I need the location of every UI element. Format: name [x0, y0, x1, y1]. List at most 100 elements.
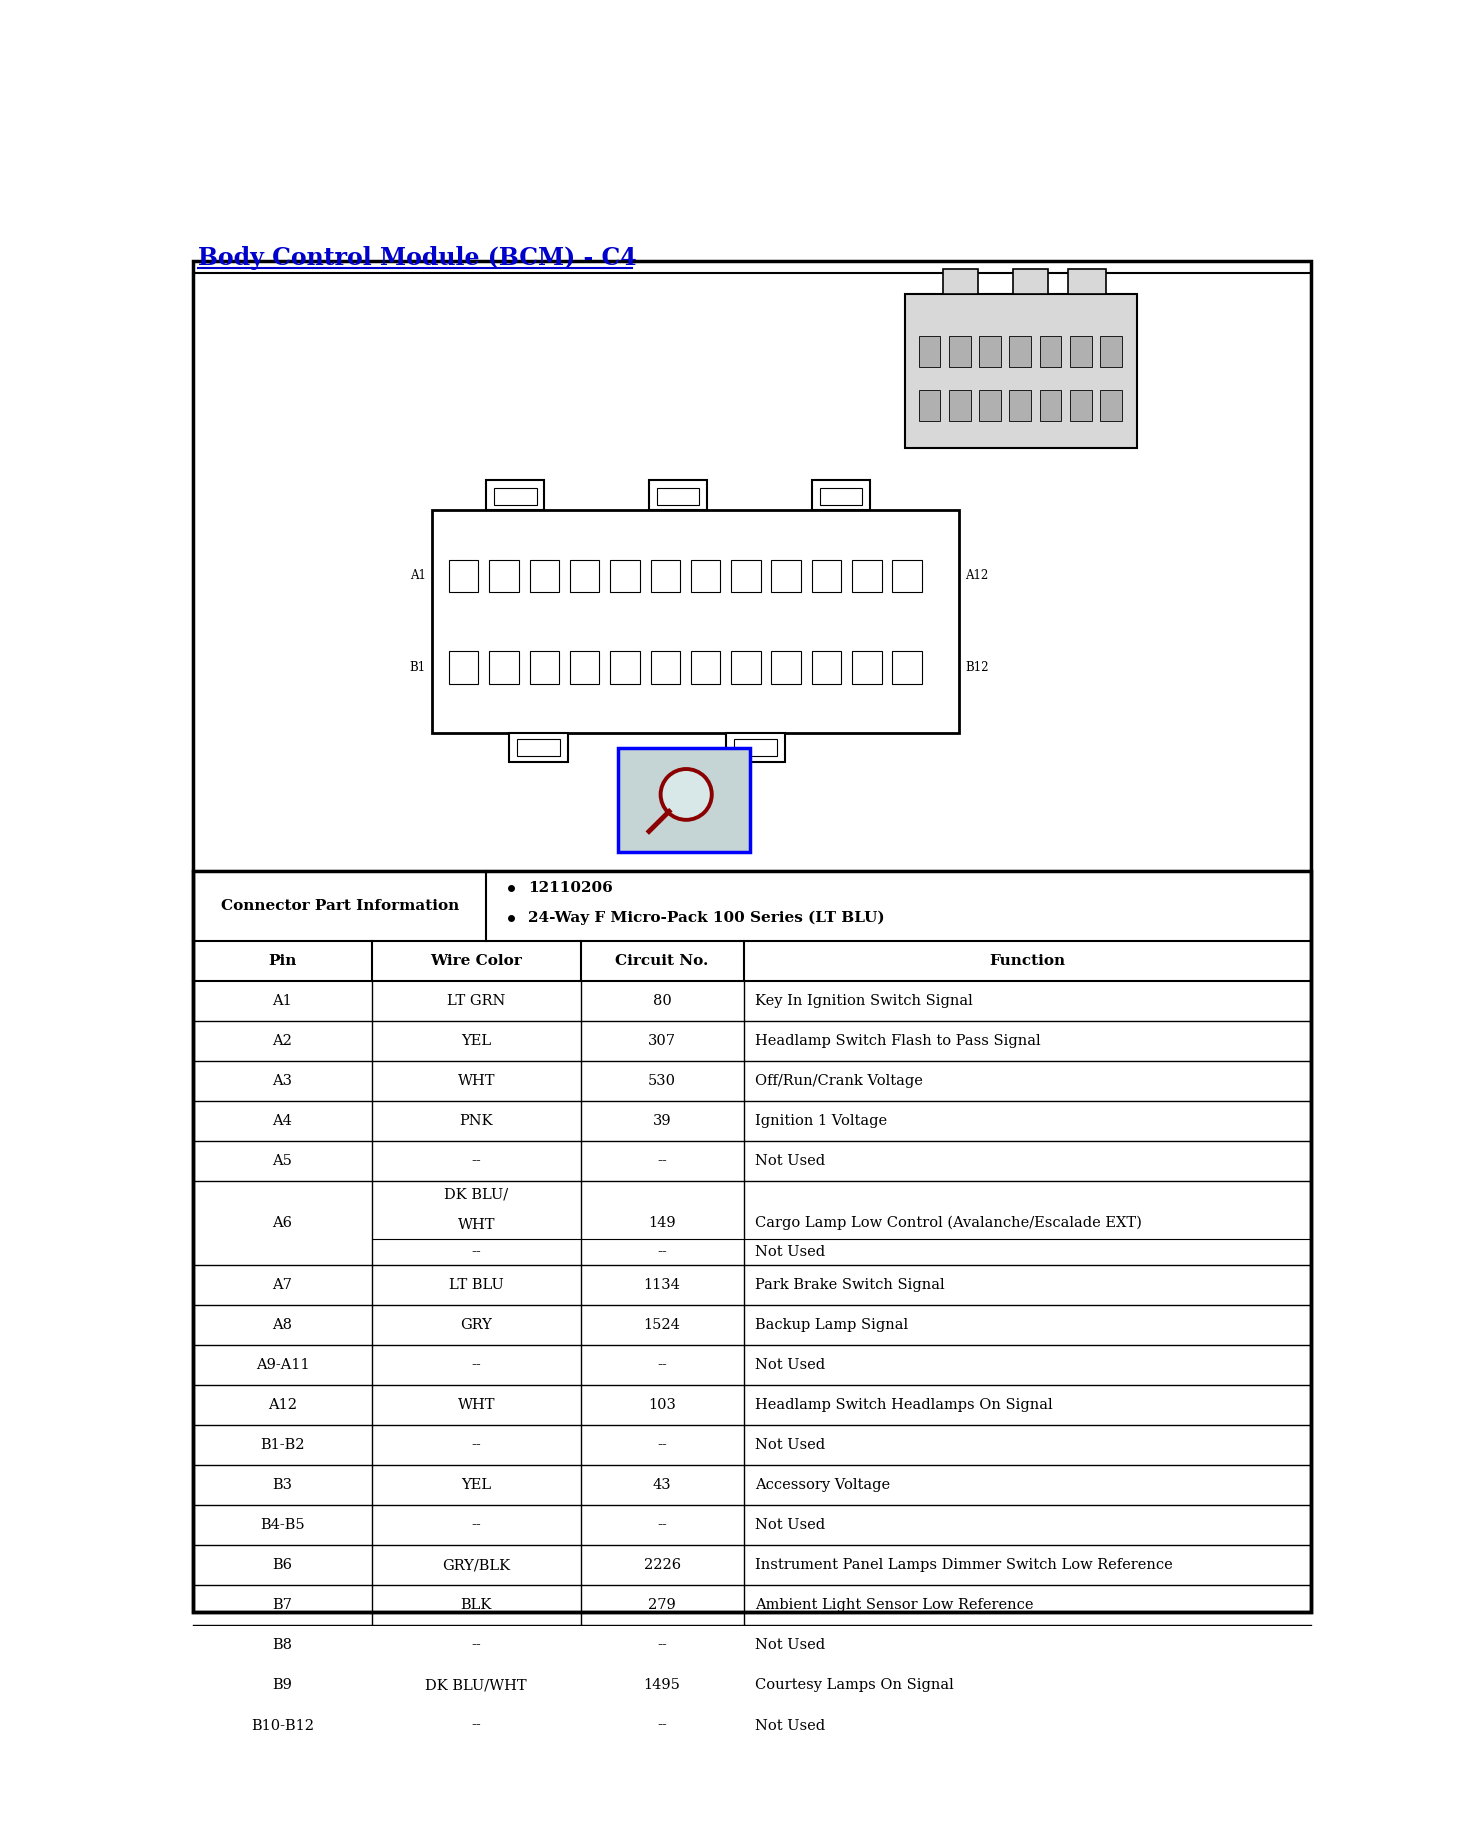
Text: Headlamp Switch Flash to Pass Signal: Headlamp Switch Flash to Pass Signal — [755, 1034, 1041, 1049]
Text: B10-B12: B10-B12 — [250, 1719, 314, 1732]
Text: A6: A6 — [272, 1217, 293, 1230]
Bar — [919, 391, 941, 420]
Bar — [1010, 336, 1030, 367]
Text: --: -- — [471, 1244, 481, 1259]
Text: 1524: 1524 — [643, 1317, 680, 1332]
Text: Connector Part Information: Connector Part Information — [221, 899, 459, 914]
Text: B9: B9 — [272, 1679, 293, 1692]
Bar — [431, 510, 958, 733]
Text: Headlamp Switch Headlamps On Signal: Headlamp Switch Headlamps On Signal — [755, 1398, 1052, 1412]
Bar — [618, 749, 749, 851]
Bar — [979, 336, 1001, 367]
Bar — [820, 488, 863, 504]
Text: 43: 43 — [654, 1478, 671, 1493]
Bar — [852, 652, 882, 683]
Text: 149: 149 — [648, 1217, 676, 1230]
Text: A9-A11: A9-A11 — [256, 1357, 309, 1372]
Text: B7: B7 — [272, 1599, 293, 1613]
Text: Circuit No.: Circuit No. — [615, 954, 710, 968]
Bar — [1013, 269, 1048, 294]
Text: A12: A12 — [966, 570, 989, 583]
Text: B8: B8 — [272, 1639, 293, 1652]
Text: Body Control Module (BCM) - C4: Body Control Module (BCM) - C4 — [197, 247, 637, 270]
Text: Not Used: Not Used — [755, 1155, 826, 1167]
Bar — [570, 652, 599, 683]
Text: Not Used: Not Used — [755, 1719, 826, 1732]
Text: GRY: GRY — [461, 1317, 492, 1332]
Text: 1495: 1495 — [643, 1679, 680, 1692]
Text: A8: A8 — [272, 1317, 293, 1332]
Text: Key In Ignition Switch Signal: Key In Ignition Switch Signal — [755, 994, 973, 1009]
Bar — [651, 652, 680, 683]
Bar — [611, 652, 640, 683]
Text: A4: A4 — [272, 1114, 293, 1127]
Text: --: -- — [658, 1357, 667, 1372]
Text: A2: A2 — [272, 1034, 293, 1049]
Bar — [570, 559, 599, 592]
Text: Cargo Lamp Low Control (Avalanche/Escalade EXT): Cargo Lamp Low Control (Avalanche/Escala… — [755, 1215, 1142, 1230]
Bar — [657, 488, 699, 504]
Bar — [892, 652, 921, 683]
Text: PNK: PNK — [459, 1114, 493, 1127]
Bar — [193, 871, 1312, 1611]
Bar — [509, 733, 568, 762]
Text: Backup Lamp Signal: Backup Lamp Signal — [755, 1317, 908, 1332]
Text: Instrument Panel Lamps Dimmer Switch Low Reference: Instrument Panel Lamps Dimmer Switch Low… — [755, 1558, 1173, 1573]
Text: Park Brake Switch Signal: Park Brake Switch Signal — [755, 1279, 945, 1292]
Text: Function: Function — [989, 954, 1066, 968]
Bar — [530, 559, 559, 592]
Text: DK BLU/WHT: DK BLU/WHT — [425, 1679, 527, 1692]
Text: A1: A1 — [272, 994, 293, 1009]
Text: 80: 80 — [652, 994, 671, 1009]
Text: B6: B6 — [272, 1558, 293, 1573]
Text: WHT: WHT — [458, 1219, 495, 1233]
Text: --: -- — [658, 1438, 667, 1452]
Text: --: -- — [471, 1639, 481, 1652]
Text: Not Used: Not Used — [755, 1438, 826, 1452]
Bar — [1067, 269, 1107, 294]
Bar — [1070, 391, 1092, 420]
Text: WHT: WHT — [458, 1074, 495, 1087]
Bar — [489, 652, 518, 683]
Bar — [771, 559, 801, 592]
Text: 39: 39 — [654, 1114, 671, 1127]
Text: Wire Color: Wire Color — [430, 954, 523, 968]
Bar — [1039, 391, 1061, 420]
Text: B1: B1 — [409, 661, 425, 674]
Text: DK BLU/: DK BLU/ — [445, 1188, 508, 1202]
Bar — [979, 391, 1001, 420]
Bar — [1100, 391, 1122, 420]
Bar — [486, 481, 545, 510]
Text: --: -- — [471, 1357, 481, 1372]
Text: 103: 103 — [648, 1398, 676, 1412]
Bar — [949, 391, 970, 420]
Bar — [811, 481, 870, 510]
Bar — [489, 559, 518, 592]
Circle shape — [661, 769, 712, 820]
Text: --: -- — [471, 1438, 481, 1452]
Text: YEL: YEL — [461, 1034, 492, 1049]
Text: 1134: 1134 — [643, 1279, 680, 1292]
Text: B3: B3 — [272, 1478, 293, 1493]
Text: --: -- — [471, 1155, 481, 1167]
Text: 307: 307 — [648, 1034, 676, 1049]
Bar — [732, 652, 761, 683]
Text: Not Used: Not Used — [755, 1518, 826, 1533]
Bar — [735, 738, 777, 756]
Bar — [811, 652, 841, 683]
Text: Off/Run/Crank Voltage: Off/Run/Crank Voltage — [755, 1074, 923, 1087]
Bar — [771, 652, 801, 683]
Text: GRY/BLK: GRY/BLK — [442, 1558, 511, 1573]
Text: B1-B2: B1-B2 — [261, 1438, 305, 1452]
Bar — [495, 488, 537, 504]
Text: 279: 279 — [648, 1599, 676, 1613]
Bar — [1039, 336, 1061, 367]
Bar — [649, 481, 707, 510]
Text: Courtesy Lamps On Signal: Courtesy Lamps On Signal — [755, 1679, 954, 1692]
Text: 12110206: 12110206 — [528, 881, 612, 895]
Text: --: -- — [471, 1719, 481, 1732]
Bar — [949, 336, 970, 367]
Text: A5: A5 — [272, 1155, 293, 1167]
Bar — [919, 336, 941, 367]
Bar — [530, 652, 559, 683]
